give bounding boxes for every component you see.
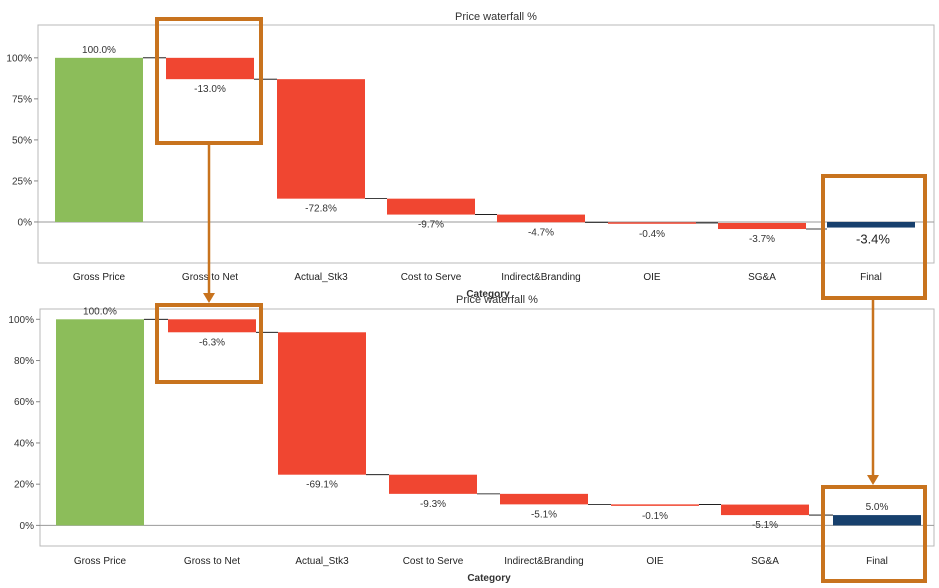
y-tick-label: 20% xyxy=(14,480,34,491)
x-tick-label: Cost to Serve xyxy=(401,272,462,283)
data-label: -5.1% xyxy=(752,520,778,531)
y-tick-label: 25% xyxy=(12,176,32,187)
arrow-head xyxy=(203,293,215,303)
bar-actual-stk3 xyxy=(278,332,366,475)
highlight-layer xyxy=(155,17,927,583)
data-label: -5.1% xyxy=(531,509,557,520)
highlight-box-1-final xyxy=(821,174,927,300)
plot-frame xyxy=(39,308,935,547)
arrow-final xyxy=(867,300,879,485)
bar-indirect-branding xyxy=(497,214,585,223)
bar-final xyxy=(833,515,921,526)
plot-frame xyxy=(37,24,935,264)
bar-cost-to-serve xyxy=(387,198,475,215)
data-label: -0.4% xyxy=(639,229,665,240)
waterfall-chart-1: Price waterfall % 0% 25% 50% 75% 100% 100.0% -1… xyxy=(6,11,935,300)
data-label: -3.7% xyxy=(749,234,775,245)
bar-sg-a xyxy=(718,222,806,230)
x-tick-label: Indirect&Branding xyxy=(501,272,581,283)
data-label: 5.0% xyxy=(866,502,889,513)
y-tick-label: 75% xyxy=(12,94,32,105)
chart-title: Price waterfall % xyxy=(456,294,538,306)
data-label: -0.1% xyxy=(642,511,668,522)
x-tick-label: Gross Price xyxy=(74,556,127,567)
x-tick-label: SG&A xyxy=(751,556,779,567)
chart-title: Price waterfall % xyxy=(455,11,537,23)
highlight-box-1-gross-to-net xyxy=(155,17,263,145)
x-tick-label: Gross Price xyxy=(73,272,126,283)
bar-gross-price xyxy=(55,57,143,222)
bar-final xyxy=(827,221,915,228)
bar-actual-stk3 xyxy=(277,79,365,199)
x-tick-label: Indirect&Branding xyxy=(504,556,584,567)
y-tick-label: 60% xyxy=(14,397,34,408)
data-label: -9.3% xyxy=(420,499,446,510)
x-tick-label: Gross to Net xyxy=(184,556,240,567)
data-label: -6.3% xyxy=(199,337,225,348)
x-tick-label: Actual_Stk3 xyxy=(295,556,349,567)
data-label: -13.0% xyxy=(194,84,226,95)
y-tick-label: 50% xyxy=(12,135,32,146)
highlight-box-2-final xyxy=(821,485,927,583)
x-axis-title: Category xyxy=(467,573,511,584)
data-label: -9.7% xyxy=(418,220,444,231)
arrow-gross-to-net xyxy=(203,145,215,303)
highlight-box-2-gross-to-net xyxy=(155,303,263,384)
waterfall-chart-2: Price waterfall % 0% 20% 40% 60% 80% 100% 100.0… xyxy=(8,294,935,584)
bar-gross-price xyxy=(56,319,144,526)
data-label: -72.8% xyxy=(305,204,337,215)
y-tick-label: 80% xyxy=(14,356,34,367)
x-axis-title: Category xyxy=(466,289,510,300)
x-tick-label: Cost to Serve xyxy=(403,556,464,567)
y-tick-label: 100% xyxy=(8,315,34,326)
bar-oie xyxy=(608,222,696,224)
x-tick-label: Final xyxy=(866,556,888,567)
bar-indirect-branding xyxy=(500,493,588,505)
bar-oie xyxy=(611,504,699,506)
y-tick-label: 100% xyxy=(6,53,32,64)
bar-gross-to-net xyxy=(166,57,254,80)
chart-layer: Price waterfall % 0% 25% 50% 75% 100% 100.0% -1… xyxy=(6,11,935,584)
data-label: -3.4% xyxy=(856,232,890,247)
y-tick-label: 40% xyxy=(14,438,34,449)
x-tick-label: Actual_Stk3 xyxy=(294,272,348,283)
x-tick-label: Final xyxy=(860,272,882,283)
bar-cost-to-serve xyxy=(389,474,477,494)
data-label: 100.0% xyxy=(82,45,116,56)
data-label: -69.1% xyxy=(306,480,338,491)
x-tick-label: SG&A xyxy=(748,272,776,283)
data-label: 100.0% xyxy=(83,306,117,317)
bar-gross-to-net xyxy=(168,319,256,333)
data-label: -4.7% xyxy=(528,227,554,238)
arrow-head xyxy=(867,475,879,485)
x-tick-label: OIE xyxy=(646,556,664,567)
y-tick-label: 0% xyxy=(18,217,33,228)
x-tick-label: OIE xyxy=(643,272,661,283)
bar-sg-a xyxy=(721,504,809,516)
y-tick-label: 0% xyxy=(20,521,35,532)
